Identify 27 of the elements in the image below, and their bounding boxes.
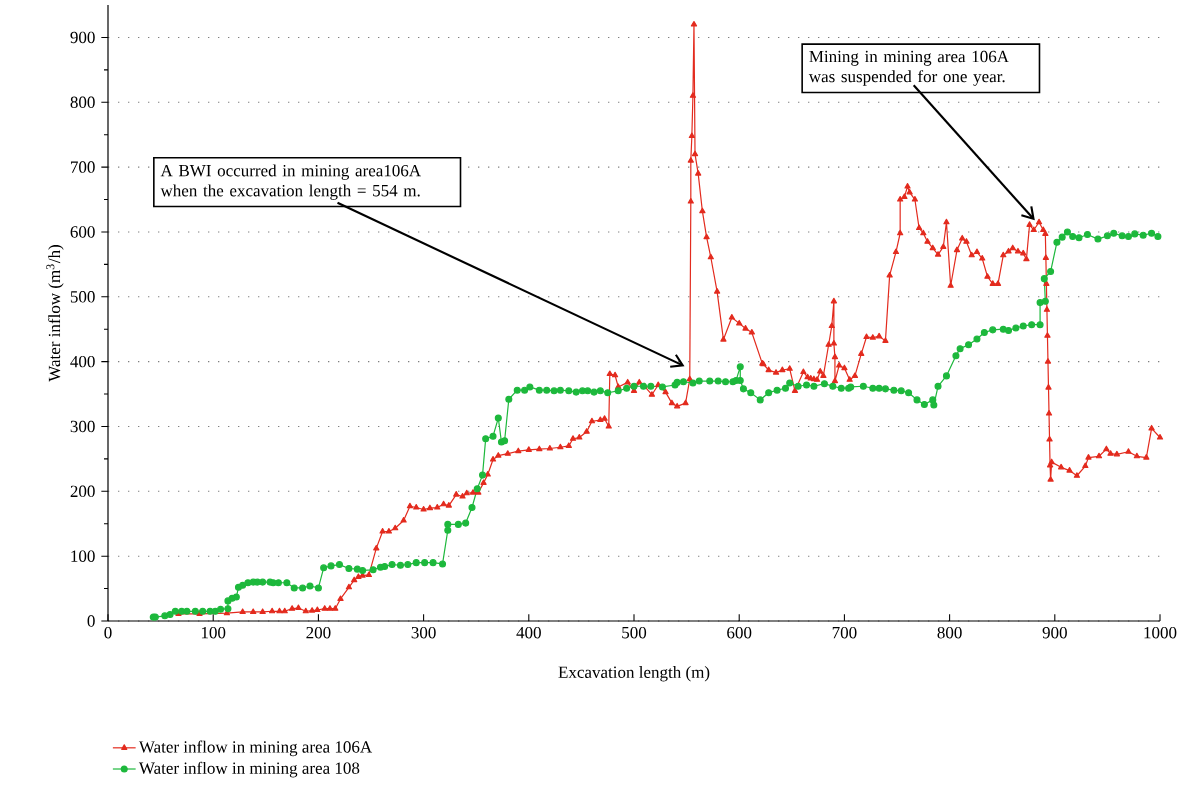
x-tick-label: 200 [306,626,331,639]
legend-label: Water inflow in mining area 106A [138,740,373,757]
y-tick-label: 100 [71,550,95,562]
x-tick-label: 900 [1042,626,1067,639]
x-tick-label: 500 [622,626,647,639]
y-tick-label: 300 [70,420,95,433]
x-axis-title: Excavation length (m) [558,666,710,682]
annotation: A BWI occurred in mining area106A when the excavation length = 554 m. [160,164,421,200]
legend-label: Water inflow in mining area 108 [138,761,360,778]
y-tick-label: 700 [71,161,95,173]
x-tick-label: 100 [201,626,226,639]
y-axis-title: Water inflow (m$^{3}$/h) [46,245,64,382]
y-tick-label: 500 [70,291,95,303]
annotation: Mining in mining area 106A was suspended for one year. [808,50,1009,86]
x-tick-label: 1000 [1144,626,1177,639]
y-tick-label: 600 [70,226,95,238]
x-tick-label: 600 [727,626,752,639]
y-tick-label: 900 [70,31,95,44]
y-tick-label: 400 [70,355,95,368]
y-tick-label: 0 [87,615,95,627]
x-tick-label: 300 [411,626,436,639]
y-tick-label: 200 [70,485,95,498]
x-tick-label: 700 [832,626,857,639]
x-tick-label: 400 [516,626,541,639]
x-tick-label: 800 [937,626,962,639]
x-tick-label: 0 [104,626,112,639]
y-tick-label: 800 [70,96,95,108]
